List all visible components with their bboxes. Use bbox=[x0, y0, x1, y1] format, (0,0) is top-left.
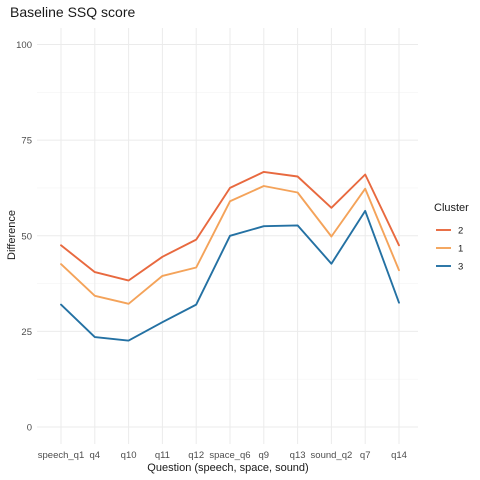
x-tick-label: q7 bbox=[360, 450, 371, 461]
series-line-2 bbox=[60, 170, 400, 282]
x-tick-label: q14 bbox=[391, 450, 407, 461]
x-tick-label: speech_q1 bbox=[38, 450, 84, 461]
y-tick-label: 100 bbox=[16, 40, 32, 51]
series-lines bbox=[60, 170, 400, 342]
x-tick-label: q11 bbox=[155, 450, 170, 461]
x-tick-label: q9 bbox=[259, 450, 270, 461]
legend-label-3: 3 bbox=[458, 262, 463, 273]
y-tick-label: 75 bbox=[21, 136, 32, 147]
series-line-1 bbox=[60, 185, 400, 305]
y-tick-labels: 0 25 50 75 100 bbox=[16, 40, 32, 434]
y-tick-label: 0 bbox=[27, 423, 32, 434]
x-tick-label: q12 bbox=[188, 450, 204, 461]
x-tick-label: sound_q2 bbox=[311, 450, 353, 461]
x-tick-labels: speech_q1 q4 q10 q11 q12 space_q6 q9 q13 sound_q… bbox=[38, 450, 407, 461]
y-tick-label: 50 bbox=[21, 231, 32, 242]
legend-title: Cluster bbox=[434, 202, 469, 214]
legend-label-2: 2 bbox=[458, 226, 463, 237]
x-axis-title: Question (speech, space, sound) bbox=[147, 462, 308, 474]
x-tick-label: q4 bbox=[90, 450, 101, 461]
chart-title: Baseline SSQ score bbox=[10, 4, 135, 20]
x-tick-label: q10 bbox=[121, 450, 137, 461]
x-tick-label: space_q6 bbox=[209, 450, 250, 461]
legend-label-1: 1 bbox=[458, 244, 463, 255]
y-tick-label: 25 bbox=[21, 327, 32, 338]
legend: Cluster 2 1 3 bbox=[434, 202, 469, 273]
grid bbox=[37, 28, 418, 444]
x-tick-label: q13 bbox=[290, 450, 306, 461]
series-line-3 bbox=[60, 209, 400, 342]
y-axis-title: Difference bbox=[6, 210, 18, 260]
